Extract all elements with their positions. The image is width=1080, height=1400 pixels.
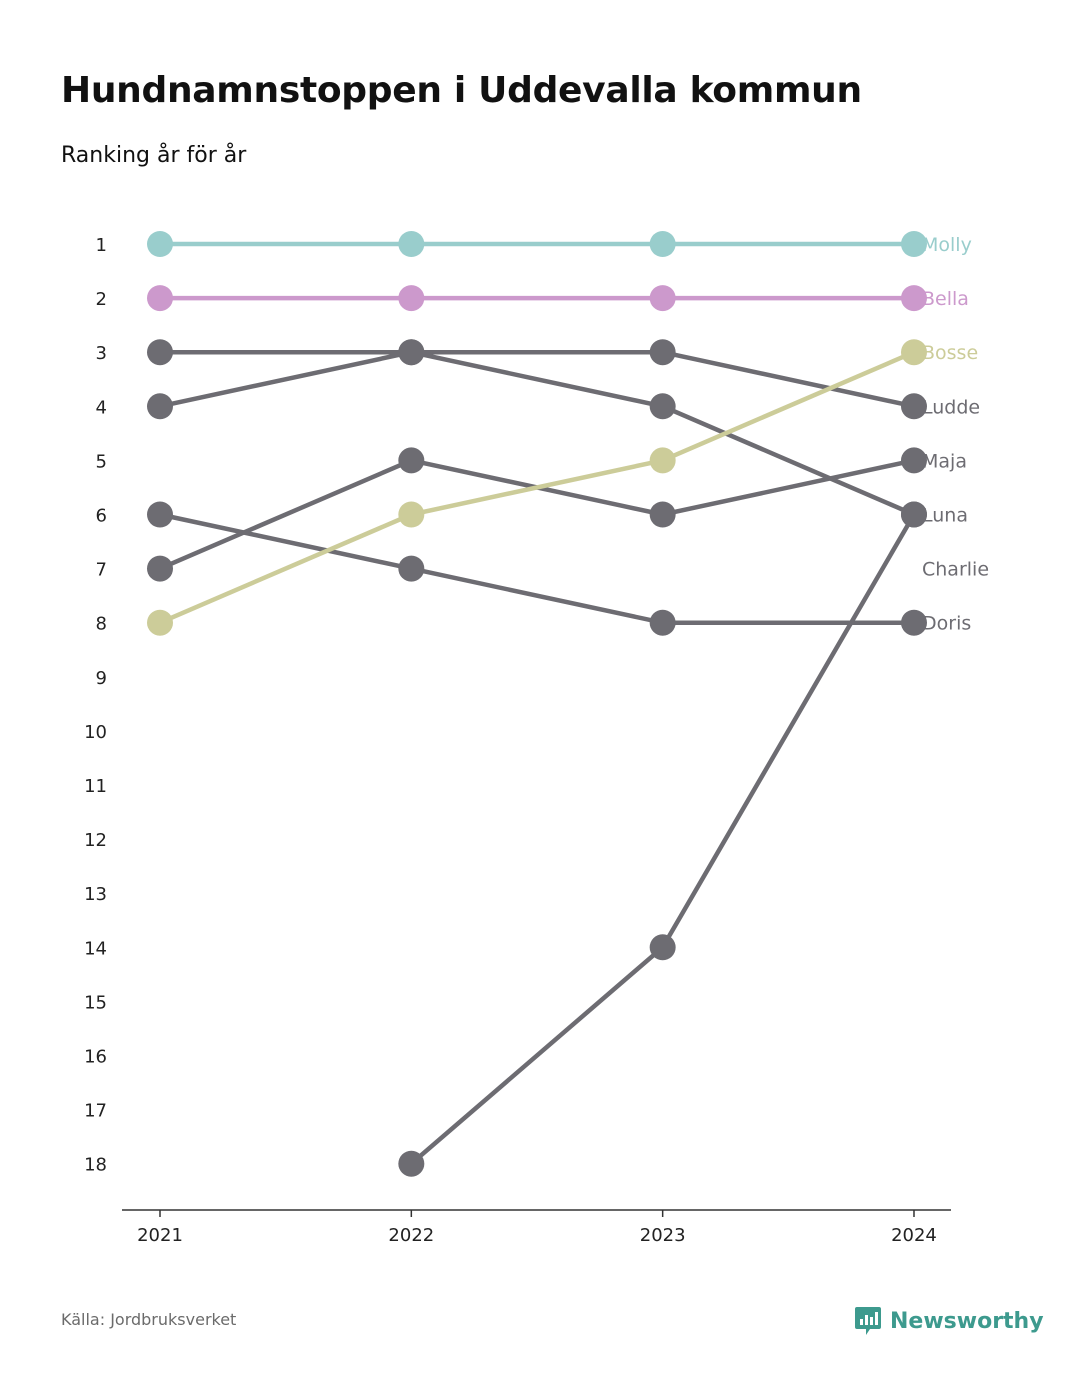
series-label-ludde: Ludde bbox=[922, 396, 980, 418]
series-line-ludde bbox=[157, 349, 917, 409]
y-tick-label-2: 2 bbox=[96, 289, 107, 310]
point-ludde-2023 bbox=[649, 339, 676, 366]
y-tick-label-6: 6 bbox=[96, 506, 107, 527]
series-label-doris: Doris bbox=[922, 613, 971, 635]
point-bosse-2022 bbox=[398, 501, 425, 528]
point-doris-2024 bbox=[900, 609, 927, 636]
point-bella-2023 bbox=[649, 285, 676, 312]
chart-title: Hundnamnstoppen i Uddevalla kommun bbox=[61, 70, 862, 111]
point-molly-2023 bbox=[649, 231, 676, 257]
y-tick-label-17: 17 bbox=[84, 1101, 107, 1122]
y-tick-label-12: 12 bbox=[84, 830, 107, 851]
point-bella-2022 bbox=[398, 285, 425, 312]
point-charlie-2022 bbox=[398, 1150, 425, 1177]
y-tick-label-10: 10 bbox=[84, 722, 107, 743]
point-bosse-2024 bbox=[900, 339, 927, 366]
point-luna-2022 bbox=[398, 339, 425, 366]
point-bosse-2023 bbox=[649, 447, 676, 474]
y-tick-label-18: 18 bbox=[84, 1155, 107, 1176]
series-line-bosse bbox=[157, 349, 917, 625]
point-maja-2023 bbox=[649, 501, 676, 528]
y-tick-label-13: 13 bbox=[84, 884, 107, 905]
point-maja-2024 bbox=[900, 447, 927, 474]
series-line-luna bbox=[157, 349, 917, 517]
point-doris-2022 bbox=[398, 555, 425, 582]
point-ludde-2021 bbox=[147, 339, 173, 366]
y-tick-label-4: 4 bbox=[96, 397, 107, 418]
y-tick-label-14: 14 bbox=[84, 938, 107, 959]
y-tick-label-5: 5 bbox=[96, 451, 107, 472]
x-tick-label-2021: 2021 bbox=[137, 1225, 183, 1246]
point-doris-2023 bbox=[649, 609, 676, 636]
series-label-molly: Molly bbox=[922, 234, 972, 256]
point-maja-2022 bbox=[398, 447, 425, 474]
series-label-luna: Luna bbox=[922, 505, 968, 527]
y-tick-label-1: 1 bbox=[96, 235, 107, 256]
point-molly-2021 bbox=[147, 231, 173, 257]
series-label-bella: Bella bbox=[922, 288, 969, 310]
point-bella-2021 bbox=[147, 285, 173, 312]
point-maja-2021 bbox=[147, 555, 173, 582]
y-tick-label-15: 15 bbox=[84, 992, 107, 1013]
series-line-doris bbox=[157, 512, 917, 625]
point-bella-2024 bbox=[900, 285, 927, 312]
chart-subtitle: Ranking år för år bbox=[61, 143, 247, 168]
y-tick-label-8: 8 bbox=[96, 614, 107, 635]
point-ludde-2024 bbox=[900, 393, 927, 420]
point-molly-2024 bbox=[900, 231, 927, 257]
point-charlie-2024 bbox=[900, 501, 927, 528]
point-bosse-2021 bbox=[147, 609, 173, 636]
point-luna-2021 bbox=[147, 393, 173, 420]
y-tick-label-7: 7 bbox=[96, 560, 107, 581]
newsworthy-logo[interactable]: Newsworthy bbox=[854, 1305, 1044, 1337]
x-tick-label-2022: 2022 bbox=[388, 1225, 434, 1246]
point-charlie-2023 bbox=[649, 934, 676, 961]
newsworthy-wordmark: Newsworthy bbox=[890, 1308, 1044, 1334]
point-doris-2021 bbox=[147, 501, 173, 528]
series-label-bosse: Bosse bbox=[922, 342, 978, 364]
x-tick-label-2024: 2024 bbox=[891, 1225, 937, 1246]
y-tick-label-9: 9 bbox=[96, 668, 107, 689]
series-label-charlie: Charlie bbox=[922, 559, 989, 581]
x-tick-label-2023: 2023 bbox=[640, 1225, 686, 1246]
y-tick-label-3: 3 bbox=[96, 343, 107, 364]
point-molly-2022 bbox=[398, 231, 425, 257]
point-luna-2023 bbox=[649, 393, 676, 420]
series-line-maja bbox=[157, 458, 917, 571]
source-note: Källa: Jordbruksverket bbox=[61, 1310, 237, 1329]
y-tick-label-11: 11 bbox=[84, 776, 107, 797]
series-label-maja: Maja bbox=[922, 450, 967, 472]
y-tick-label-16: 16 bbox=[84, 1047, 107, 1068]
newsworthy-icon bbox=[855, 1307, 881, 1335]
